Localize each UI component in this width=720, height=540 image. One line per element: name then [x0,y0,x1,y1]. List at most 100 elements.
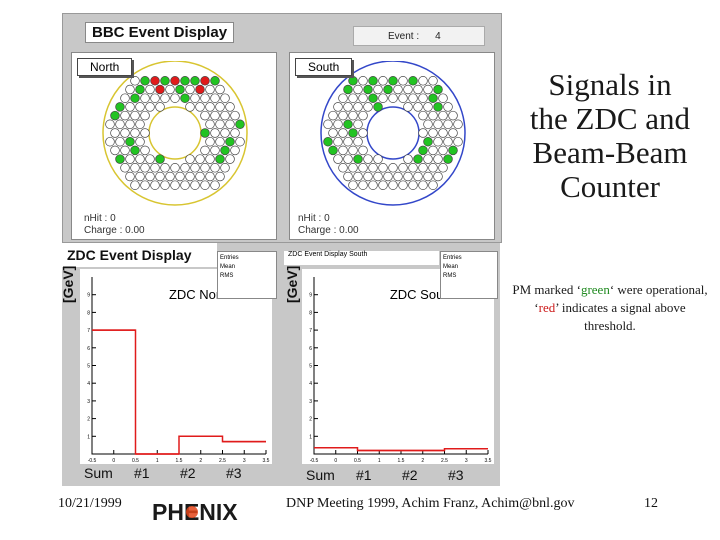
bbc-pmt [433,136,443,147]
bbc-pmt [135,136,145,147]
bbc-pmt [373,171,383,182]
bbc-pmt [328,110,338,121]
bbc-pmt [428,93,438,103]
bbc-pmt [398,180,408,190]
y-tick-label: 3 [309,399,312,405]
bbc-pmt [333,136,343,147]
x-tick-label: 2 [199,458,202,464]
bbc-pmt [353,84,363,95]
bbc-pmt [338,128,348,138]
bbc-pmt [160,76,170,86]
bbc-pmt [200,93,210,103]
bbc-pmt [155,171,165,182]
event-label: Event : [388,30,420,42]
south-label-2: #2 [402,467,418,483]
bbc-pmt [140,128,150,138]
bbc-pmt [115,119,125,130]
bbc-pmt [378,76,388,86]
bbc-pmt [418,93,428,103]
bbc-pmt [358,145,368,156]
note-green-word: green [580,282,610,297]
y-tick-label: 4 [309,381,312,387]
zdc-south-channel-labels: Sum #1 #2 #3 [306,467,506,485]
bbc-pmt [170,163,180,173]
bbc-pmt [105,119,115,130]
bbc-pmt [433,102,443,112]
slide-note: PM marked ‘green‘ were operational, ‘red… [512,282,708,333]
bbc-pmt [175,171,185,182]
bbc-pmt [348,76,358,86]
bbc-pmt [150,76,160,86]
bbc-pmt [220,93,230,103]
bbc-pmt [160,163,170,173]
bbc-pmt [348,128,358,138]
bbc-pmt [358,163,368,173]
x-tick-label: 1 [378,458,381,464]
north-label-3: #3 [226,465,242,481]
bbc-pmt [348,93,358,103]
bbc-pmt [428,145,438,156]
y-tick-label: 8 [87,310,90,316]
bbc-pmt [348,180,358,190]
bbc-pmt [175,84,185,95]
bbc-outer-ring [102,61,248,206]
phenix-logo: PHENIX [150,494,255,528]
bbc-pmt [323,136,333,147]
bbc-pmt [110,145,120,156]
bbc-pmt [438,163,448,173]
bbc-pmt [170,180,180,190]
bbc-pmt [418,110,428,121]
bbc-pmt [145,154,155,164]
bbc-pmt [215,119,225,130]
bbc-pmt [210,76,220,86]
x-tick-label: 2.5 [219,458,226,464]
bbc-pmt [200,128,210,138]
bbc-pmt [338,93,348,103]
bbc-pmt [353,171,363,182]
tab-south[interactable]: South [295,58,353,76]
tab-north[interactable]: North [77,58,133,76]
bbc-pmt [205,102,215,112]
bbc-pmt [125,102,135,112]
bbc-pmt [433,171,443,182]
zdc-south-ylabel: [GeV] [284,265,300,303]
bbc-pmt [230,110,240,121]
bbc-pmt [210,145,220,156]
bbc-pmt [195,84,205,95]
bbc-pmt [135,102,145,112]
bbc-pmt [438,110,448,121]
south-label-1: #1 [356,467,372,483]
bbc-pmt [150,180,160,190]
bbc-pmt [220,128,230,138]
south-stat-mean: Mean [443,264,459,270]
zdc-north-histogram: 1 2 3 4 5 6 7 8 9 -0.5 0 0.5 1 1.5 2 2.5 3 3.5 ZDC North [87,277,270,464]
bbc-south-panel: nHit : 0 Charge : 0.00 [289,52,495,240]
bbc-pmt [110,110,120,121]
x-tick-label: 2.5 [441,458,448,464]
bbc-pmt [220,145,230,156]
bbc-pmt [180,93,190,103]
bbc-pmt [200,110,210,121]
bbc-pmt [363,102,373,112]
zdc-step-line [92,329,266,455]
bbc-pmt [338,145,348,156]
bbc-pmt [140,110,150,121]
zdc-axes [91,277,266,455]
bbc-pmt [155,154,165,164]
y-tick-label: 5 [309,364,312,370]
bbc-inner-ring [148,106,202,160]
y-tick-label: 1 [87,434,90,440]
bbc-pmt [428,163,438,173]
bbc-pmt [333,154,343,164]
bbc-pmt [448,145,458,156]
bbc-pmt [378,163,388,173]
north-nhit: nHit : 0 [84,213,116,224]
bbc-pmt [368,180,378,190]
bbc-pmt [150,93,160,103]
bbc-pmt [215,171,225,182]
note-red-word: red [538,300,556,315]
bbc-pmt [215,154,225,164]
bbc-pmt [210,180,220,190]
bbc-pmt [343,154,353,164]
bbc-pmt [225,136,235,147]
